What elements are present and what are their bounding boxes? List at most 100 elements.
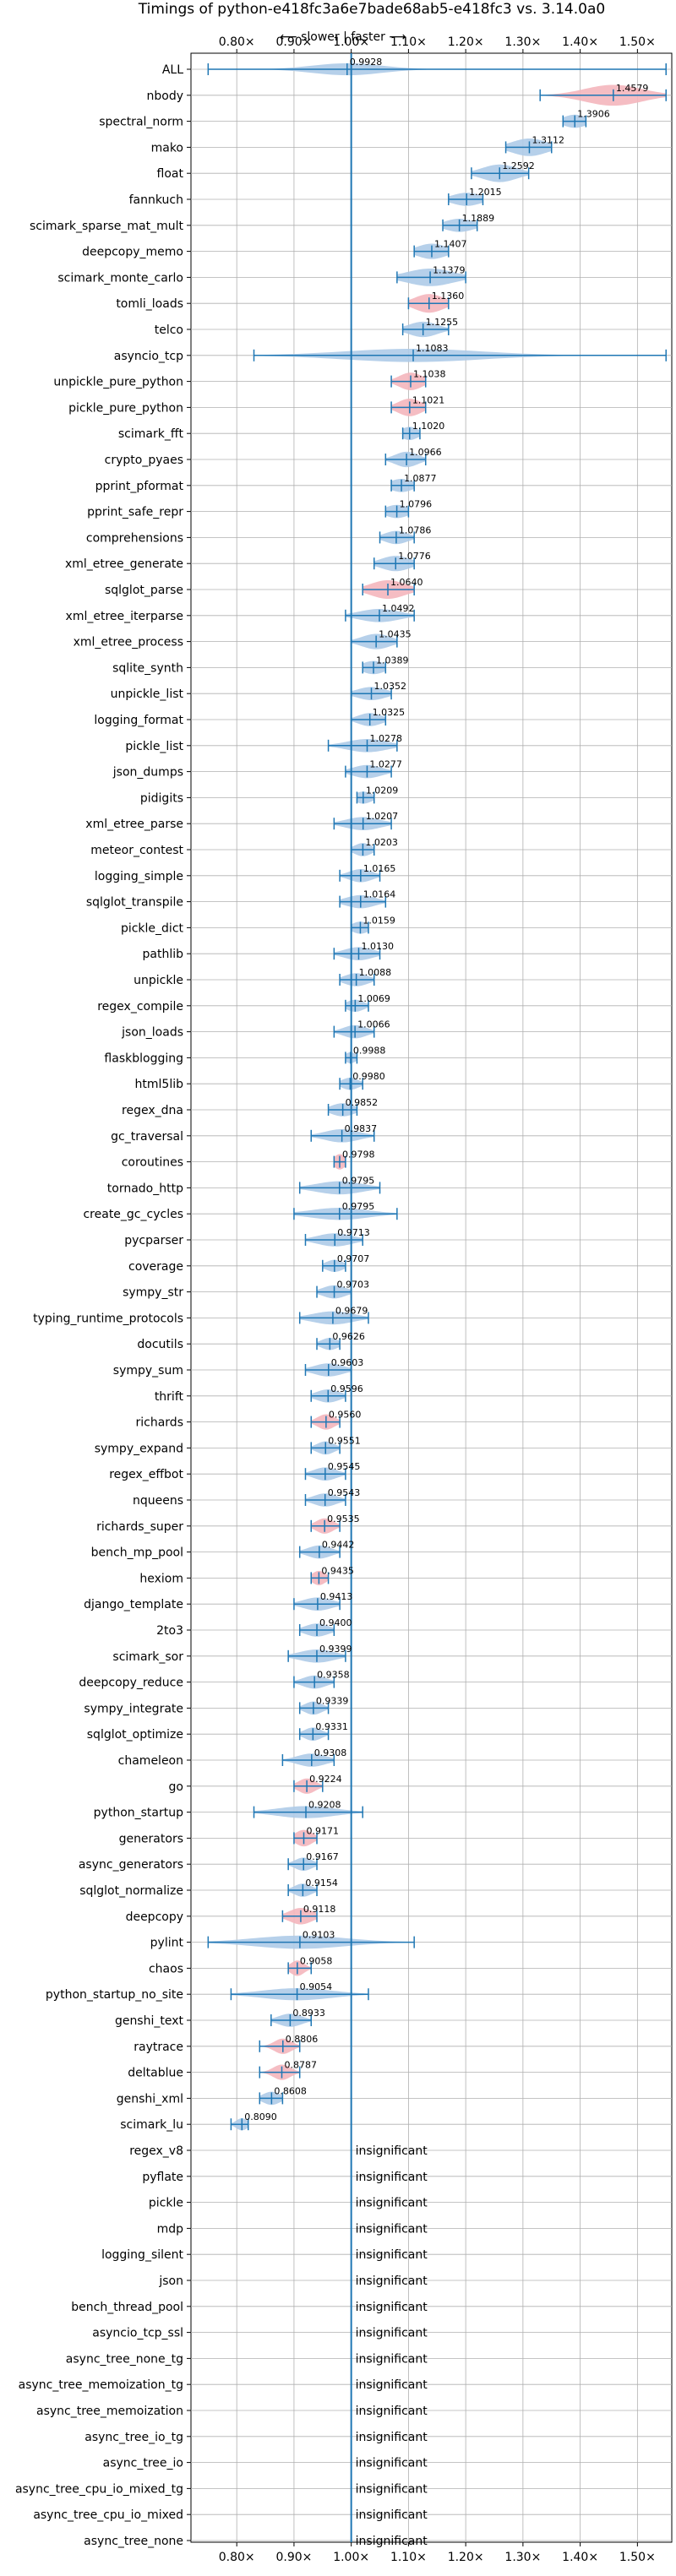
value-label-genshi-xml: 0.8608 xyxy=(274,2085,307,2096)
value-label-pickle-dict: 1.0159 xyxy=(363,915,395,926)
x-tick-label: 1.10× xyxy=(390,2551,427,2564)
benchmark-label-scimark-lu: scimark_lu xyxy=(120,2118,183,2132)
value-label-html5lib: 0.9980 xyxy=(352,1071,385,1082)
value-label-tomli-loads: 1.1360 xyxy=(432,291,465,302)
benchmark-label-scimark-monte-carlo: scimark_monte_carlo xyxy=(57,271,183,285)
value-label-sqlite-synth: 1.0389 xyxy=(376,655,409,666)
value-label-python-startup: 0.9208 xyxy=(308,1800,341,1811)
value-label-thrift: 0.9596 xyxy=(330,1383,363,1394)
value-label-coverage: 0.9707 xyxy=(337,1253,370,1264)
insignificant-label-mdp: insignificant xyxy=(356,2222,428,2236)
benchmark-label-raytrace: raytrace xyxy=(134,2041,183,2054)
benchmark-label-tomli-loads: tomli_loads xyxy=(116,297,183,311)
x-tick-label: 0.80× xyxy=(219,2551,255,2564)
value-label-async-generators: 0.9167 xyxy=(306,1851,339,1862)
benchmark-label-typing-runtime-protocols: typing_runtime_protocols xyxy=(33,1312,183,1325)
insignificant-label-async-tree-io: insignificant xyxy=(356,2457,428,2470)
benchmark-label-pprint-safe-repr: pprint_safe_repr xyxy=(87,506,183,519)
labels-layer: 0.9928 1.4579 1.3906 1.3112 1.2592 1.2015 1.18… xyxy=(244,57,648,2548)
benchmark-label-async-generators: async_generators xyxy=(79,1858,183,1872)
benchmark-label-json: json xyxy=(158,2274,183,2288)
value-label-chaos: 0.9058 xyxy=(300,1955,333,1966)
benchmark-label-async-tree-cpu-io-mixed-tg: async_tree_cpu_io_mixed_tg xyxy=(15,2482,183,2496)
benchmark-label-asyncio-tcp-ssl: asyncio_tcp_ssl xyxy=(92,2327,183,2340)
value-label-pprint-pformat: 1.0877 xyxy=(404,473,437,484)
value-label-scimark-sor: 0.9399 xyxy=(319,1644,352,1655)
whiskers-layer xyxy=(207,63,667,2131)
benchmark-label-sympy-integrate: sympy_integrate xyxy=(84,1702,183,1715)
x-tick-label: 1.30× xyxy=(504,2551,541,2564)
value-label-asyncio-tcp: 1.1083 xyxy=(416,343,449,354)
benchmark-label-deltablue: deltablue xyxy=(128,2067,183,2080)
value-label-richards-super: 0.9535 xyxy=(327,1514,360,1524)
value-label-generators: 0.9171 xyxy=(307,1825,340,1836)
benchmark-label-python-startup-no-site: python_startup_no_site xyxy=(46,1988,183,2002)
chart-title: Timings of python-e418fc3a6e7bade68ab5-e… xyxy=(138,1,605,18)
value-label-deepcopy-memo: 1.1407 xyxy=(434,239,467,250)
value-label-2to3: 0.9400 xyxy=(319,1617,352,1628)
benchmark-label-chaos: chaos xyxy=(149,1962,183,1975)
value-label-sqlglot-transpile: 1.0164 xyxy=(363,889,396,900)
benchmark-label-generators: generators xyxy=(119,1832,183,1845)
value-label-pycparser: 0.9713 xyxy=(337,1227,370,1238)
benchmark-label-sqlglot-optimize: sqlglot_optimize xyxy=(87,1728,183,1742)
benchmark-label-pidigits: pidigits xyxy=(140,791,183,805)
value-label-sqlglot-normalize: 0.9154 xyxy=(305,1878,338,1889)
insignificant-label-json: insignificant xyxy=(356,2274,428,2288)
benchmark-label-all: ALL xyxy=(162,63,183,77)
value-label-telco: 1.1255 xyxy=(426,317,459,328)
insignificant-label-async-tree-memoization: insignificant xyxy=(356,2405,428,2418)
insignificant-label-regex-v8: insignificant xyxy=(356,2144,428,2158)
value-label-json-loads: 1.0066 xyxy=(357,1019,390,1030)
benchmark-label-coverage: coverage xyxy=(128,1260,183,1274)
benchmark-label-sqlite-synth: sqlite_synth xyxy=(112,661,183,675)
benchmark-label-docutils: docutils xyxy=(137,1338,183,1351)
benchmark-label-pickle-pure-python: pickle_pure_python xyxy=(68,401,183,415)
value-label-nbody: 1.4579 xyxy=(616,83,649,94)
direction-label: ⟵ slower | faster ⟶ xyxy=(281,30,406,44)
value-label-sympy-expand: 0.9551 xyxy=(328,1435,361,1446)
value-label-json-dumps: 1.0277 xyxy=(369,759,402,770)
value-label-scimark-monte-carlo: 1.1379 xyxy=(433,264,466,275)
value-label-xml-etree-generate: 1.0776 xyxy=(398,551,431,562)
value-label-scimark-sparse-mat-mult: 1.1889 xyxy=(462,213,495,224)
benchmark-label-sqlglot-parse: sqlglot_parse xyxy=(105,584,183,597)
value-label-genshi-text: 0.8933 xyxy=(292,2008,325,2019)
benchmark-label-deepcopy-memo: deepcopy_memo xyxy=(82,246,183,259)
benchmark-label-bench-thread-pool: bench_thread_pool xyxy=(71,2301,183,2314)
value-label-raytrace: 0.8806 xyxy=(286,2034,319,2045)
value-label-bench-mp-pool: 0.9442 xyxy=(322,1540,355,1551)
benchmark-label-thrift: thrift xyxy=(155,1390,184,1404)
value-label-pathlib: 1.0130 xyxy=(361,941,394,952)
value-label-flaskblogging: 0.9988 xyxy=(353,1045,386,1056)
benchmark-label-asyncio-tcp: asyncio_tcp xyxy=(114,350,183,363)
value-label-xml-etree-iterparse: 1.0492 xyxy=(382,603,415,614)
benchmark-label-go: go xyxy=(169,1780,183,1794)
value-label-python-startup-no-site: 0.9054 xyxy=(300,1981,333,1992)
benchmark-label-genshi-xml: genshi_xml xyxy=(117,2092,183,2106)
benchmark-label-deepcopy: deepcopy xyxy=(126,1910,183,1924)
benchmark-label-float: float xyxy=(157,167,184,181)
benchmark-label-python-startup: python_startup xyxy=(94,1807,183,1820)
benchmark-label-json-loads: json_loads xyxy=(121,1026,183,1040)
value-label-deltablue: 0.8787 xyxy=(285,2060,318,2071)
benchmark-label-async-tree-memoization-tg: async_tree_memoization_tg xyxy=(19,2378,183,2392)
benchmark-label-genshi-text: genshi_text xyxy=(115,2014,184,2028)
value-label-deepcopy-reduce: 0.9358 xyxy=(317,1670,350,1681)
benchmark-label-logging-format: logging_format xyxy=(94,714,183,727)
value-label-coroutines: 0.9798 xyxy=(342,1149,375,1160)
x-tick-label-top: 0.90× xyxy=(275,35,312,49)
value-label-fannkuch: 1.2015 xyxy=(469,187,502,198)
x-tick-label: 1.40× xyxy=(562,2551,598,2564)
value-label-pidigits: 1.0209 xyxy=(366,785,399,796)
value-label-go: 0.9224 xyxy=(309,1774,342,1785)
benchmark-label-regex-compile: regex_compile xyxy=(97,1000,183,1014)
value-label-nqueens: 0.9543 xyxy=(328,1487,361,1498)
benchmark-label-json-dumps: json_dumps xyxy=(112,766,183,780)
value-label-typing-runtime-protocols: 0.9679 xyxy=(335,1305,368,1316)
value-label-xml-etree-process: 1.0435 xyxy=(379,629,412,640)
value-label-unpickle-pure-python: 1.1038 xyxy=(413,369,446,380)
value-label-docutils: 0.9626 xyxy=(332,1331,365,1342)
value-label-create-gc-cycles: 0.9795 xyxy=(342,1201,375,1212)
